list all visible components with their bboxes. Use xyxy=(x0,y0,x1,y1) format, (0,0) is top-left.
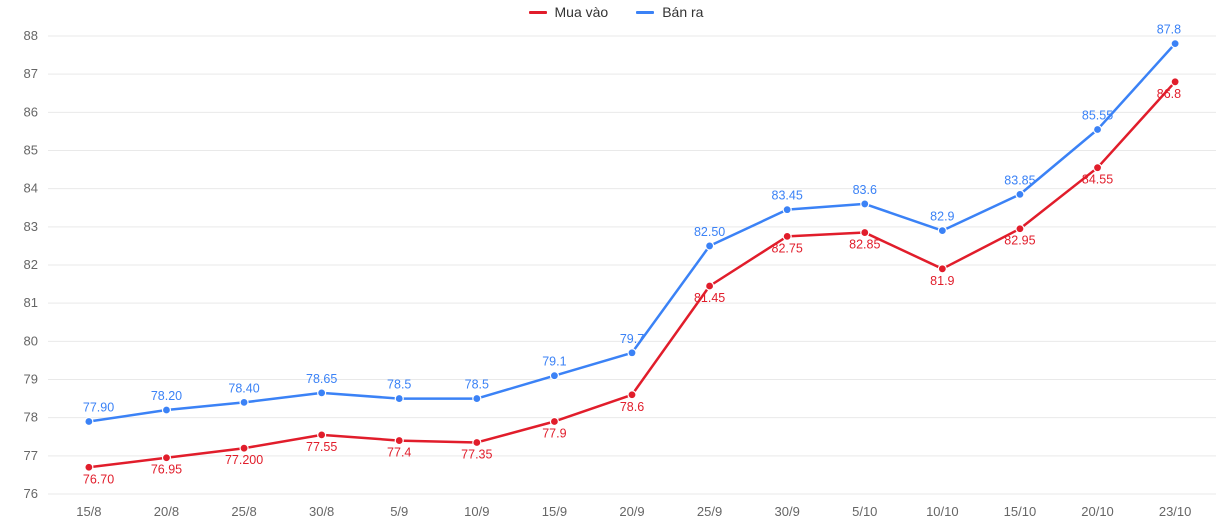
x-tick-label: 10/9 xyxy=(464,504,489,519)
x-tick-label: 15/9 xyxy=(542,504,567,519)
series-point-label-mua: 76.95 xyxy=(151,463,182,477)
series-point-label-ban: 78.65 xyxy=(306,372,337,386)
series-point-ban[interactable] xyxy=(938,227,946,235)
x-tick-label: 5/9 xyxy=(390,504,408,519)
y-tick-label: 87 xyxy=(24,66,38,81)
series-point-label-mua: 76.70 xyxy=(83,472,114,486)
series-point-mua[interactable] xyxy=(550,417,558,425)
series-point-label-mua: 82.75 xyxy=(772,241,803,255)
series-point-mua[interactable] xyxy=(162,454,170,462)
y-tick-label: 86 xyxy=(24,104,38,119)
series-point-mua[interactable] xyxy=(473,438,481,446)
series-point-ban[interactable] xyxy=(783,206,791,214)
series-point-label-ban: 79.7 xyxy=(620,332,644,346)
series-point-label-ban: 83.45 xyxy=(772,189,803,203)
series-point-label-mua: 77.9 xyxy=(542,426,566,440)
legend-item-ban[interactable]: Bán ra xyxy=(636,4,703,20)
y-tick-label: 82 xyxy=(24,257,38,272)
y-tick-label: 79 xyxy=(24,372,38,387)
series-point-ban[interactable] xyxy=(861,200,869,208)
series-point-ban[interactable] xyxy=(550,372,558,380)
series-point-mua[interactable] xyxy=(938,265,946,273)
series-point-label-mua: 82.85 xyxy=(849,238,880,252)
x-tick-label: 15/10 xyxy=(1004,504,1037,519)
x-tick-label: 10/10 xyxy=(926,504,959,519)
series-point-ban[interactable] xyxy=(706,242,714,250)
legend-label-ban: Bán ra xyxy=(662,4,703,20)
series-point-mua[interactable] xyxy=(1094,164,1102,172)
series-point-label-ban: 78.40 xyxy=(228,381,259,395)
series-point-label-ban: 82.9 xyxy=(930,210,954,224)
x-tick-label: 20/9 xyxy=(619,504,644,519)
series-point-label-mua: 86.8 xyxy=(1157,87,1181,101)
x-tick-label: 23/10 xyxy=(1159,504,1192,519)
series-point-label-ban: 78.5 xyxy=(387,378,411,392)
series-point-ban[interactable] xyxy=(240,398,248,406)
x-tick-label: 30/8 xyxy=(309,504,334,519)
series-point-mua[interactable] xyxy=(1171,78,1179,86)
x-tick-label: 25/9 xyxy=(697,504,722,519)
series-point-mua[interactable] xyxy=(85,463,93,471)
series-point-label-mua: 77.35 xyxy=(461,447,492,461)
y-tick-label: 85 xyxy=(24,143,38,158)
series-point-label-mua: 77.200 xyxy=(225,453,263,467)
series-point-ban[interactable] xyxy=(1016,190,1024,198)
series-point-label-mua: 77.55 xyxy=(306,440,337,454)
series-point-mua[interactable] xyxy=(395,437,403,445)
series-point-ban[interactable] xyxy=(162,406,170,414)
chart-container: Mua vào Bán ra 76 77 78 79 80 81 82 83 84 85 86 87 8… xyxy=(0,0,1232,527)
series-point-label-mua: 84.55 xyxy=(1082,173,1113,187)
series-point-ban[interactable] xyxy=(628,349,636,357)
series-point-mua[interactable] xyxy=(861,229,869,237)
y-tick-label: 77 xyxy=(24,448,38,463)
chart-svg: 76 77 78 79 80 81 82 83 84 85 86 87 88 15/8 20/8 25/8 30… xyxy=(0,0,1232,527)
legend-label-mua: Mua vào xyxy=(555,4,609,20)
series-point-ban[interactable] xyxy=(318,389,326,397)
series-point-ban[interactable] xyxy=(1171,40,1179,48)
y-tick-label: 84 xyxy=(24,181,38,196)
legend-item-mua[interactable]: Mua vào xyxy=(529,4,609,20)
chart-bg xyxy=(0,0,1232,527)
series-point-label-ban: 78.20 xyxy=(151,389,182,403)
legend-swatch-mua xyxy=(529,11,547,14)
series-point-label-ban: 83.85 xyxy=(1004,173,1035,187)
series-point-ban[interactable] xyxy=(85,417,93,425)
x-tick-label: 30/9 xyxy=(775,504,800,519)
series-point-label-mua: 77.4 xyxy=(387,446,411,460)
series-point-label-ban: 83.6 xyxy=(853,183,877,197)
series-point-label-ban: 77.90 xyxy=(83,400,114,414)
series-point-label-ban: 82.50 xyxy=(694,225,725,239)
y-tick-label: 81 xyxy=(24,295,38,310)
series-point-mua[interactable] xyxy=(240,444,248,452)
series-point-mua[interactable] xyxy=(318,431,326,439)
x-tick-label: 20/8 xyxy=(154,504,179,519)
x-tick-label: 20/10 xyxy=(1081,504,1114,519)
series-point-label-mua: 82.95 xyxy=(1004,234,1035,248)
y-tick-label: 83 xyxy=(24,219,38,234)
series-point-label-mua: 81.9 xyxy=(930,274,954,288)
series-point-mua[interactable] xyxy=(1016,225,1024,233)
series-point-ban[interactable] xyxy=(473,395,481,403)
x-tick-label: 15/8 xyxy=(76,504,101,519)
series-point-label-ban: 87.8 xyxy=(1157,23,1181,37)
legend-swatch-ban xyxy=(636,11,654,14)
legend: Mua vào Bán ra xyxy=(0,4,1232,20)
series-point-mua[interactable] xyxy=(628,391,636,399)
series-point-label-mua: 81.45 xyxy=(694,291,725,305)
series-point-mua[interactable] xyxy=(783,232,791,240)
x-tick-label: 5/10 xyxy=(852,504,877,519)
y-tick-label: 80 xyxy=(24,333,38,348)
series-point-label-mua: 78.6 xyxy=(620,400,644,414)
series-point-label-ban: 78.5 xyxy=(465,378,489,392)
series-point-label-ban: 85.55 xyxy=(1082,109,1113,123)
y-tick-label: 76 xyxy=(24,486,38,501)
y-tick-label: 78 xyxy=(24,410,38,425)
x-tick-label: 25/8 xyxy=(231,504,256,519)
series-point-mua[interactable] xyxy=(706,282,714,290)
series-point-ban[interactable] xyxy=(395,395,403,403)
y-tick-label: 88 xyxy=(24,28,38,43)
series-point-label-ban: 79.1 xyxy=(542,355,566,369)
series-point-ban[interactable] xyxy=(1094,126,1102,134)
